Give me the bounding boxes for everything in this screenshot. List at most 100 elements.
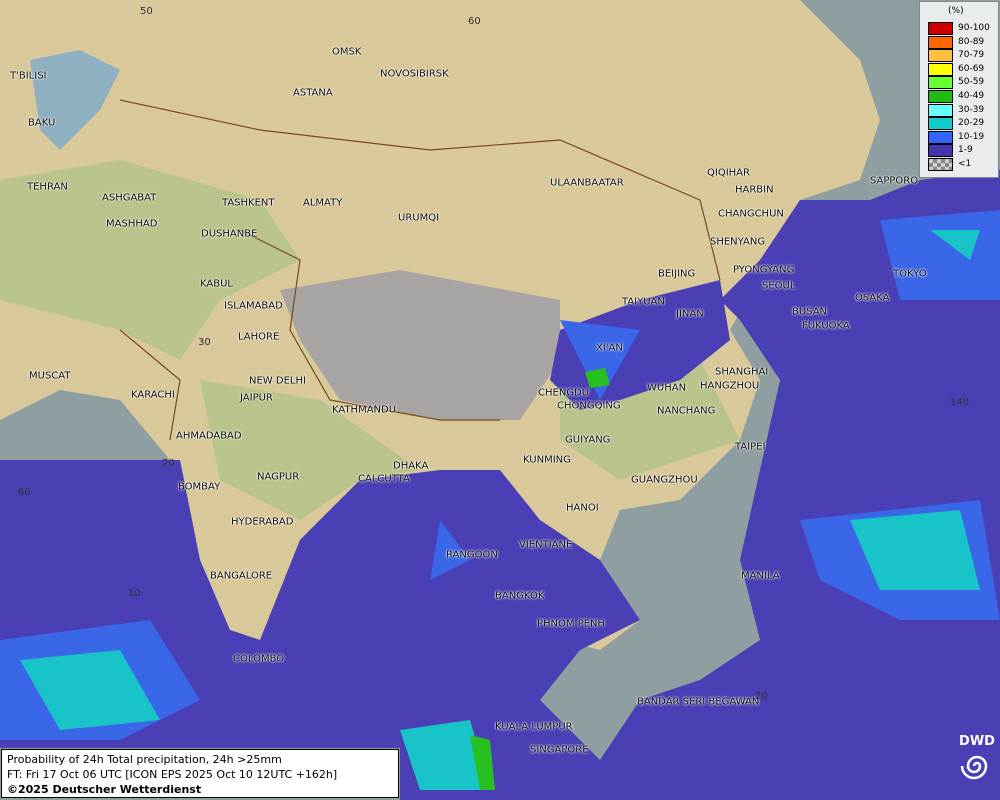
city-label: MANILA	[741, 570, 780, 582]
city-label: TEHRAN	[27, 181, 68, 193]
dwd-logo: DWD	[955, 734, 999, 798]
city-label: T'BILISI	[10, 70, 47, 82]
legend-swatch	[928, 144, 953, 158]
legend-swatch	[928, 35, 953, 49]
city-label: KARACHI	[131, 389, 175, 401]
city-label: JAIPUR	[240, 392, 273, 404]
city-label: TASHKENT	[222, 197, 275, 209]
country-borders	[119, 99, 721, 441]
city-label: FUKUOKA	[802, 320, 850, 332]
city-label: LAHORE	[238, 331, 280, 343]
city-label: BUSAN	[792, 306, 828, 318]
legend-swatch	[928, 117, 953, 131]
city-label: BOMBAY	[178, 481, 221, 493]
city-label: AHMADABAD	[176, 430, 242, 442]
city-label: MUSCAT	[29, 370, 71, 382]
city-label: KATHMANDU	[332, 404, 397, 416]
city-label: OMSK	[332, 46, 362, 58]
legend-item: 90-100	[928, 22, 996, 36]
city-label: NOVOSIBIRSK	[380, 68, 449, 80]
legend-swatch	[928, 103, 953, 117]
legend-label: 30-39	[958, 104, 985, 115]
city-label: SEOUL	[762, 280, 796, 292]
legend-item: 30-39	[928, 103, 996, 118]
city-label: TAIPEI	[735, 441, 766, 453]
city-label: NAGPUR	[257, 471, 300, 483]
city-label: TOKYO	[893, 268, 927, 280]
city-label: BANDAR SERI BEGAWAN	[637, 696, 760, 708]
city-label: URUMQI	[398, 212, 440, 224]
grid-label: 20	[755, 691, 768, 702]
legend-label: 20-29	[958, 118, 985, 129]
city-label: BAKU	[28, 117, 56, 129]
legend-label: 1-9	[958, 145, 973, 156]
legend-swatch	[928, 130, 953, 144]
city-label: HYDERABAD	[231, 516, 294, 528]
city-label: TAIYUAN	[622, 296, 665, 308]
city-label: CALCUTTA	[358, 473, 410, 485]
city-label: NEW DELHI	[249, 375, 306, 387]
city-label: OSAKA	[855, 292, 890, 304]
legend-label: 80-89	[958, 36, 985, 47]
legend-swatch	[928, 90, 953, 103]
legend-label: 70-79	[958, 50, 985, 61]
info-box: Probability of 24h Total precipitation, …	[1, 749, 399, 798]
grid-label: 60	[468, 16, 481, 27]
green-lowlands	[0, 160, 740, 520]
legend-swatch	[928, 49, 953, 63]
legend-swatch	[928, 22, 953, 35]
city-label: KUALA LUMPUR	[495, 721, 573, 733]
city-label: BEIJING	[658, 268, 696, 280]
caspian-sea	[30, 50, 120, 150]
city-label: PYONGYANG	[733, 264, 795, 276]
city-label: SHANGHAI	[715, 366, 769, 378]
city-label: MASHHAD	[106, 218, 158, 230]
city-label: HANOI	[566, 502, 599, 514]
legend-item: 1-9	[928, 144, 996, 158]
dwd-logo-text: DWD	[959, 734, 995, 749]
legend-label: 90-100	[958, 23, 990, 33]
city-label: DHAKA	[393, 460, 429, 472]
city-label: HARBIN	[735, 184, 774, 196]
city-label: BANGALORE	[210, 570, 273, 582]
city-label: NANCHANG	[657, 405, 716, 417]
product-title: Probability of 24h Total precipitation, …	[7, 753, 282, 766]
city-label: BANGKOK	[495, 590, 545, 602]
legend-item: <1	[928, 158, 996, 172]
city-label: VIENTIANE	[519, 539, 573, 551]
legend: (%) 90-100 80-89 70-79 60-69 50-59 40-49 30-39…	[919, 1, 999, 178]
city-label: CHANGCHUN	[718, 208, 784, 220]
city-label: GUIYANG	[565, 434, 611, 446]
city-label: ULAANBAATAR	[550, 177, 624, 189]
legend-label: 10-19	[958, 131, 985, 142]
legend-unit: (%)	[948, 6, 964, 16]
city-label: DUSHANBE	[201, 228, 258, 240]
grid-label: 140	[950, 397, 970, 408]
grid-label: 30	[198, 337, 211, 348]
city-label: WUHAN	[647, 382, 687, 394]
legend-item: 60-69	[928, 62, 996, 77]
city-label: HANGZHOU	[700, 380, 760, 392]
legend-swatch	[928, 158, 953, 171]
city-label: RANGOON	[446, 549, 498, 561]
city-label: CHONGQING	[557, 400, 621, 412]
city-label: JINAN	[676, 308, 704, 320]
copyright: ©2025 Deutscher Wetterdienst	[7, 783, 202, 796]
swirl-icon	[960, 755, 988, 780]
forecast-time: FT: Fri 17 Oct 06 UTC [ICON EPS 2025 Oct…	[7, 768, 338, 781]
city-label: GUANGZHOU	[631, 474, 698, 486]
grid-label: 60	[18, 487, 31, 498]
legend-item: 80-89	[928, 35, 996, 50]
precip-1-9	[0, 170, 1000, 800]
city-label: SHENYANG	[710, 236, 766, 248]
legend-item: 70-79	[928, 49, 996, 63]
city-label: SAPPORO	[870, 175, 919, 187]
legend-item: 40-49	[928, 90, 996, 104]
city-label: ISLAMABAD	[224, 300, 283, 312]
grid-label: 10	[128, 588, 141, 599]
legend-swatch	[928, 76, 953, 90]
legend-item: 10-19	[928, 130, 996, 145]
grid-label: 50	[140, 6, 153, 17]
legend-label: <1	[958, 159, 972, 169]
precip-40-49	[470, 368, 610, 790]
